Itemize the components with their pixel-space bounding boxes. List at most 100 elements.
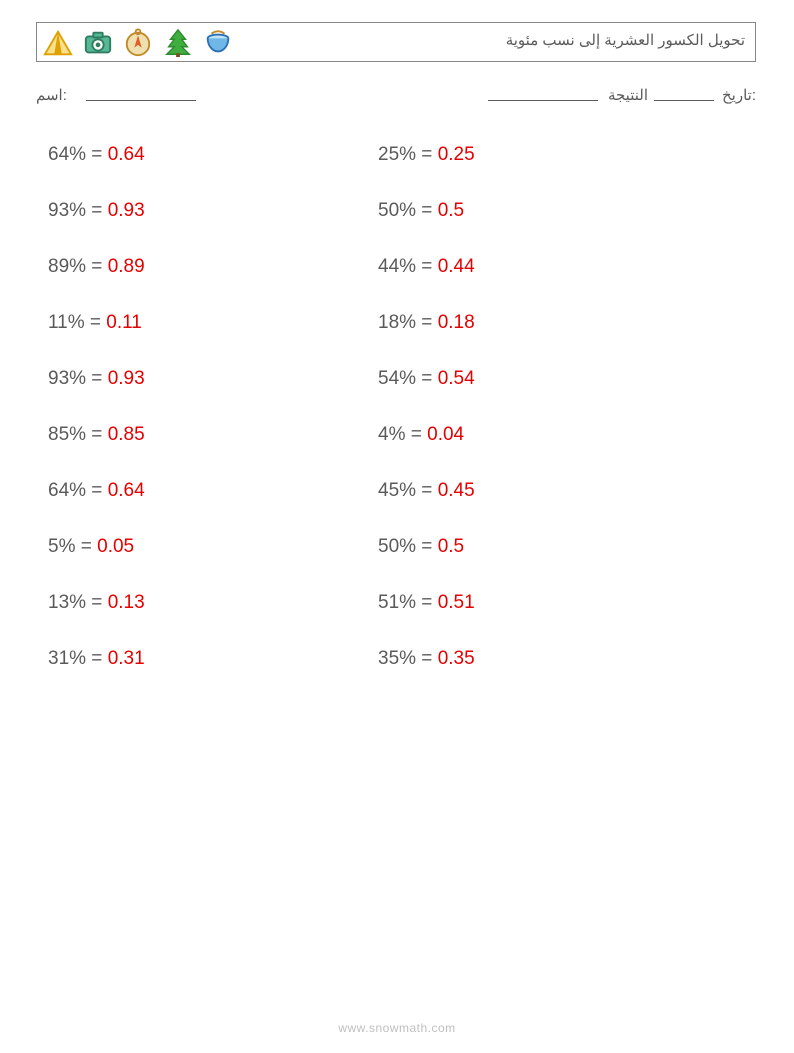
problem-cell: 11% = 0.11 (48, 312, 142, 334)
percent-value: 13% (48, 592, 86, 613)
problem-cell: 93% = 0.93 (48, 368, 145, 390)
decimal-answer: 0.89 (108, 256, 145, 277)
decimal-answer: 0.5 (438, 200, 464, 221)
equals-sign: = (416, 368, 438, 389)
tent-icon (43, 28, 73, 58)
name-label: :اسم (36, 86, 67, 104)
decimal-answer: 0.54 (438, 368, 475, 389)
percent-value: 93% (48, 200, 86, 221)
decimal-answer: 0.25 (438, 144, 475, 165)
decimal-answer: 0.5 (438, 536, 464, 557)
equals-sign: = (405, 424, 427, 445)
date-label: :تاريخ (722, 86, 756, 104)
problem-cell: 93% = 0.93 (48, 200, 145, 222)
decimal-answer: 0.45 (438, 480, 475, 501)
percent-value: 35% (378, 648, 416, 669)
score-blank-line (488, 100, 598, 101)
problem-cell: 4% = 0.04 (378, 424, 464, 446)
equals-sign: = (416, 480, 438, 501)
problem-cell: 25% = 0.25 (378, 144, 475, 166)
problem-cell: 85% = 0.85 (48, 424, 145, 446)
problem-cell: 64% = 0.64 (48, 144, 145, 166)
percent-value: 51% (378, 592, 416, 613)
equals-sign: = (86, 256, 108, 277)
decimal-answer: 0.13 (108, 592, 145, 613)
percent-value: 64% (48, 144, 86, 165)
decimal-answer: 0.35 (438, 648, 475, 669)
problem-row: 13% = 0.13 51% = 0.51 (0, 592, 794, 622)
problem-cell: 64% = 0.64 (48, 480, 145, 502)
bowl-icon (203, 28, 233, 58)
problem-cell: 89% = 0.89 (48, 256, 145, 278)
problem-cell: 44% = 0.44 (378, 256, 475, 278)
decimal-answer: 0.64 (108, 480, 145, 501)
equals-sign: = (416, 648, 438, 669)
decimal-answer: 0.64 (108, 144, 145, 165)
problem-row: 93% = 0.93 54% = 0.54 (0, 368, 794, 398)
percent-value: 31% (48, 648, 86, 669)
percent-value: 89% (48, 256, 86, 277)
decimal-answer: 0.18 (438, 312, 475, 333)
decimal-answer: 0.93 (108, 200, 145, 221)
problem-row: 31% = 0.31 35% = 0.35 (0, 648, 794, 678)
problem-row: 64% = 0.64 25% = 0.25 (0, 144, 794, 174)
equals-sign: = (416, 312, 438, 333)
percent-value: 18% (378, 312, 416, 333)
problem-row: 93% = 0.93 50% = 0.5 (0, 200, 794, 230)
compass-icon (123, 28, 153, 58)
date-blank-line (654, 100, 714, 101)
percent-value: 54% (378, 368, 416, 389)
decimal-answer: 0.31 (108, 648, 145, 669)
problem-row: 64% = 0.64 45% = 0.45 (0, 480, 794, 510)
equals-sign: = (416, 592, 438, 613)
decimal-answer: 0.11 (106, 312, 142, 333)
problem-cell: 18% = 0.18 (378, 312, 475, 334)
decimal-answer: 0.51 (438, 592, 475, 613)
equals-sign: = (75, 536, 97, 557)
decimal-answer: 0.93 (108, 368, 145, 389)
name-blank-line (86, 100, 196, 101)
percent-value: 64% (48, 480, 86, 501)
decimal-answer: 0.05 (97, 536, 134, 557)
equals-sign: = (86, 200, 108, 221)
problem-row: 89% = 0.89 44% = 0.44 (0, 256, 794, 286)
percent-value: 45% (378, 480, 416, 501)
header-box: تحويل الكسور العشرية إلى نسب مئوية (36, 22, 756, 62)
equals-sign: = (86, 592, 108, 613)
percent-value: 11% (48, 312, 85, 333)
problem-cell: 50% = 0.5 (378, 200, 464, 222)
score-label: النتيجة (608, 86, 648, 104)
problem-cell: 50% = 0.5 (378, 536, 464, 558)
percent-value: 25% (378, 144, 416, 165)
problem-cell: 31% = 0.31 (48, 648, 145, 670)
worksheet-page: تحويل الكسور العشرية إلى نسب مئوية :اسم … (0, 0, 794, 1053)
equals-sign: = (86, 144, 108, 165)
equals-sign: = (86, 480, 108, 501)
problem-cell: 51% = 0.51 (378, 592, 475, 614)
equals-sign: = (416, 144, 438, 165)
header-icons (43, 27, 233, 59)
equals-sign: = (416, 200, 438, 221)
equals-sign: = (416, 256, 438, 277)
camera-icon (83, 28, 113, 58)
percent-value: 4% (378, 424, 405, 445)
problem-row: 5% = 0.05 50% = 0.5 (0, 536, 794, 566)
percent-value: 5% (48, 536, 75, 557)
percent-value: 85% (48, 424, 86, 445)
percent-value: 93% (48, 368, 86, 389)
problem-row: 85% = 0.85 4% = 0.04 (0, 424, 794, 454)
equals-sign: = (85, 312, 107, 333)
problem-row: 11% = 0.11 18% = 0.18 (0, 312, 794, 342)
percent-value: 50% (378, 536, 416, 557)
equals-sign: = (86, 424, 108, 445)
meta-row: :اسم النتيجة :تاريخ (36, 86, 756, 110)
percent-value: 50% (378, 200, 416, 221)
page-title: تحويل الكسور العشرية إلى نسب مئوية (506, 31, 745, 49)
problem-cell: 35% = 0.35 (378, 648, 475, 670)
equals-sign: = (86, 368, 108, 389)
percent-value: 44% (378, 256, 416, 277)
decimal-answer: 0.85 (108, 424, 145, 445)
problem-cell: 5% = 0.05 (48, 536, 134, 558)
decimal-answer: 0.44 (438, 256, 475, 277)
equals-sign: = (416, 536, 438, 557)
